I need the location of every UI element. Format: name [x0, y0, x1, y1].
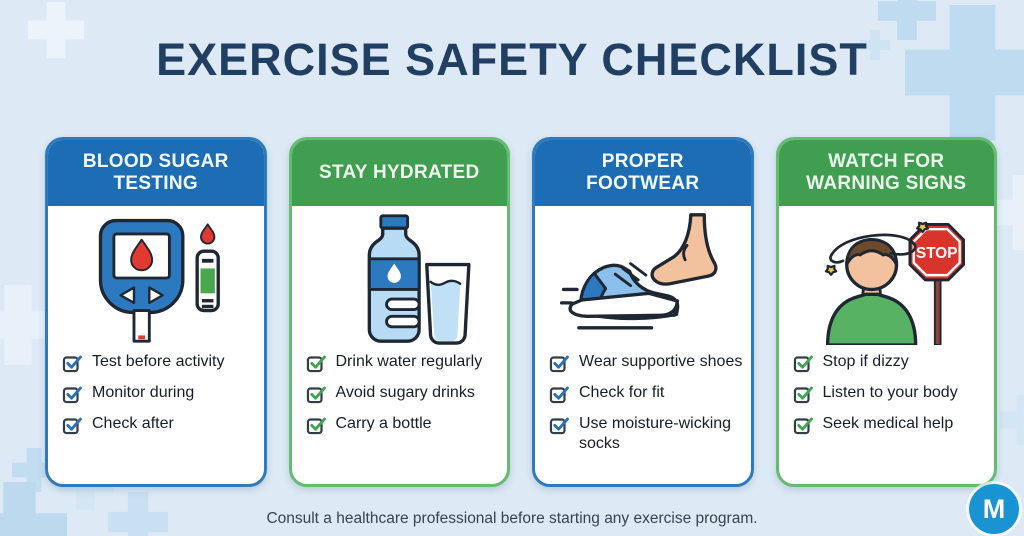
checklist-item-label: Check after — [92, 415, 174, 432]
brand-logo-letter: M — [982, 493, 1006, 524]
checklist: Drink water regularly Avoid sugary drink… — [292, 346, 508, 445]
checklist-item-label: Check for fit — [579, 384, 665, 401]
checkbox-checked-icon — [549, 417, 569, 435]
checklist-item: Avoid sugary drinks — [305, 383, 500, 405]
checkbox-checked-icon — [793, 386, 813, 404]
checkbox-checked-icon — [793, 417, 813, 435]
checkbox-checked-icon — [62, 386, 82, 404]
checklist-item-label: Test before activity — [92, 353, 225, 370]
checkbox-checked-icon — [62, 417, 82, 435]
cards-row: BLOOD SUGAR TESTING — [45, 137, 997, 487]
checkbox-checked-icon — [793, 355, 813, 373]
checklist: Wear supportive shoes Check for fit Use … — [535, 346, 751, 462]
checkbox-checked-icon — [306, 386, 326, 404]
background-cross-icon — [1000, 395, 1024, 445]
checklist-item: Seek medical help — [792, 414, 987, 436]
card-title: PROPER FOOTWEAR — [535, 140, 751, 206]
stop-sign-label: STOP — [916, 245, 957, 262]
brand-logo: M — [969, 484, 1019, 534]
card-proper-footwear: PROPER FOOTWEAR Wear supportive shoes — [532, 137, 754, 487]
card-title: WATCH FOR WARNING SIGNS — [778, 140, 994, 206]
checklist-item-label: Stop if dizzy — [822, 353, 909, 370]
checkbox-checked-icon — [549, 386, 569, 404]
checklist-item-label: Carry a bottle — [335, 415, 432, 432]
disclaimer-text: Consult a healthcare professional before… — [266, 510, 758, 527]
checklist-item: Test before activity — [61, 352, 256, 374]
checkbox-checked-icon — [549, 355, 569, 373]
checklist-item: Wear supportive shoes — [548, 352, 743, 374]
dizzy-person-stop-sign-icon: STOP — [779, 206, 995, 346]
checklist-item: Drink water regularly — [305, 352, 500, 374]
running-shoe-foot-icon — [535, 206, 751, 346]
checklist-item: Check for fit — [548, 383, 743, 405]
checklist: Stop if dizzy Listen to your body Seek m… — [779, 346, 995, 445]
checkbox-checked-icon — [306, 355, 326, 373]
checklist-item: Carry a bottle — [305, 414, 500, 436]
checklist-item: Listen to your body — [792, 383, 987, 405]
card-title: STAY HYDRATED — [291, 140, 507, 206]
checklist-item: Monitor during — [61, 383, 256, 405]
checklist-item-label: Wear supportive shoes — [579, 353, 743, 370]
card-warning-signs: WATCH FOR WARNING SIGNS STOP — [775, 137, 997, 487]
glucose-meter-icon — [48, 206, 264, 346]
checklist-item-label: Use moisture-wicking socks — [579, 415, 732, 452]
card-title: BLOOD SUGAR TESTING — [48, 140, 264, 206]
checklist-item: Use moisture-wicking socks — [548, 414, 743, 453]
checklist-item-label: Listen to your body — [822, 384, 958, 401]
checkbox-checked-icon — [306, 417, 326, 435]
card-stay-hydrated: STAY HYDRATED Drink water regula — [288, 137, 510, 487]
checklist-item-label: Drink water regularly — [335, 353, 483, 370]
card-blood-sugar-testing: BLOOD SUGAR TESTING — [45, 137, 267, 487]
checklist-item-label: Avoid sugary drinks — [335, 384, 475, 401]
checklist-item: Stop if dizzy — [792, 352, 987, 374]
checklist: Test before activity Monitor during Chec… — [48, 346, 264, 445]
checklist-item-label: Seek medical help — [822, 415, 954, 432]
checklist-item: Check after — [61, 414, 256, 436]
checkbox-checked-icon — [62, 355, 82, 373]
page-title: EXERCISE SAFETY CHECKLIST — [156, 34, 868, 85]
checklist-item-label: Monitor during — [92, 384, 195, 401]
water-bottle-glass-icon — [292, 206, 508, 346]
